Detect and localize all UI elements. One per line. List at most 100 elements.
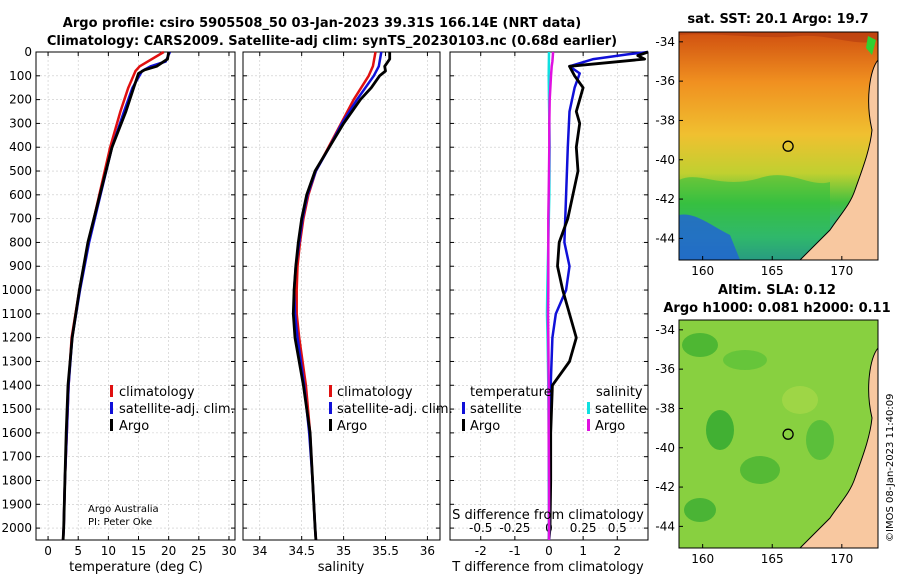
- y-tick-label: 1000: [1, 283, 32, 297]
- map-x-tick-label: 165: [761, 264, 784, 278]
- x-tick-label: -2: [475, 544, 487, 558]
- y-tick-label: 2000: [1, 521, 32, 535]
- map-y-tick-label: -40: [655, 441, 675, 455]
- sla-anomaly-3: [706, 410, 734, 450]
- sla-anomaly-7: [806, 420, 834, 460]
- sla-land-coast: [798, 320, 879, 549]
- sst-warm-patch: [679, 32, 878, 43]
- legend-swatch-satellite: [110, 402, 113, 414]
- sla-map-ticks: 160 165 170 -34 -36 -38 -40 -42 -44: [655, 323, 853, 566]
- x-tick-label: 1: [579, 544, 587, 558]
- map-x-tick-label: 170: [830, 552, 853, 566]
- map-y-tick-label: -44: [655, 231, 675, 245]
- y-tick-label: 0: [24, 45, 32, 59]
- y-tick-label: 1300: [1, 354, 32, 368]
- legend-swatch-t-argo: [462, 419, 465, 431]
- map-y-tick-label: -40: [655, 153, 675, 167]
- x-tick-label: 25: [191, 544, 206, 558]
- legend-swatch-satellite: [329, 402, 332, 414]
- difference-xlabel: T difference from climatology: [451, 560, 644, 575]
- y-tick-label: 1600: [1, 426, 32, 440]
- legend-swatch-s-argo: [587, 419, 590, 431]
- y-tick-label: 500: [9, 164, 32, 178]
- salinity-xlabel: salinity: [318, 560, 365, 575]
- sst-land-coast: [798, 32, 879, 261]
- series-line-climatology: [295, 51, 377, 541]
- series-line-argo: [291, 52, 392, 541]
- legend-climatology: climatology: [119, 385, 195, 400]
- series-line-satellite-adj-clim-: [292, 51, 383, 541]
- figure-title-line2: Climatology: CARS2009. Satellite-adj cli…: [47, 34, 617, 49]
- legend-argo: Argo: [337, 419, 367, 434]
- series-line-s-argo: [546, 51, 555, 540]
- difference-legend: temperature satellite Argo salinity sate…: [462, 385, 647, 434]
- y-tick-label: 1900: [1, 497, 32, 511]
- map-x-tick-label: 170: [830, 264, 853, 278]
- x-tick-label: 0: [545, 544, 553, 558]
- x-tick-label: 10: [101, 544, 116, 558]
- sla-map-title-line2: Argo h1000: 0.081 h2000: 0.11: [663, 301, 890, 316]
- credit-line2: PI: Peter Oke: [88, 517, 152, 528]
- x-tick-label: 2: [613, 544, 621, 558]
- temperature-panel: 0 5 10 15 20 25 300100200300400500600700800900…: [1, 45, 236, 558]
- temperature-legend: climatology satellite-adj. clim. Argo: [110, 385, 235, 434]
- map-y-tick-label: -42: [655, 480, 675, 494]
- legend-swatch-climatology: [110, 385, 113, 397]
- x-tick-label: 20: [161, 544, 176, 558]
- credit-line1: Argo Australia: [88, 504, 159, 515]
- map-x-tick-label: 160: [691, 552, 714, 566]
- map-y-tick-label: -44: [655, 519, 675, 533]
- legend-swatch-argo: [110, 419, 113, 431]
- legend-t-satellite: satellite: [470, 402, 522, 417]
- map-y-tick-label: -34: [655, 35, 675, 49]
- map-y-tick-label: -36: [655, 362, 675, 376]
- top-tick-label: -0.5: [469, 521, 492, 535]
- y-tick-label: 400: [9, 140, 32, 154]
- y-tick-label: 300: [9, 116, 32, 130]
- figure-title-line1: Argo profile: csiro 5905508_50 03-Jan-20…: [63, 16, 581, 31]
- sst-map-title: sat. SST: 20.1 Argo: 19.7: [687, 12, 868, 27]
- legend-climatology: climatology: [337, 385, 413, 400]
- legend-swatch-argo: [329, 419, 332, 431]
- y-tick-label: 900: [9, 259, 32, 273]
- sla-anomaly-4: [740, 456, 780, 484]
- y-tick-label: 1400: [1, 378, 32, 392]
- sst-green-patch: [866, 36, 876, 55]
- x-tick-label: 34.5: [288, 544, 315, 558]
- map-y-tick-label: -42: [655, 192, 675, 206]
- series-line-t-argo: [547, 50, 649, 541]
- map-x-tick-label: 165: [761, 552, 784, 566]
- sla-anomaly-5: [684, 498, 716, 522]
- map-x-tick-label: 160: [691, 264, 714, 278]
- sst-cold-patch: [679, 214, 740, 260]
- sla-argo-marker: [782, 428, 794, 440]
- sla-anomaly-2: [723, 350, 767, 370]
- top-tick-label: 0.25: [570, 521, 597, 535]
- x-tick-label: 36: [420, 544, 435, 558]
- legend-satellite-adj: satellite-adj. clim.: [337, 402, 453, 417]
- legend-temperature-heading: temperature: [470, 385, 552, 400]
- map-y-tick-label: -36: [655, 74, 675, 88]
- legend-swatch-t-satellite: [462, 402, 465, 414]
- sst-argo-marker: [782, 140, 794, 152]
- legend-s-argo: Argo: [595, 419, 625, 434]
- salinity-legend: climatology satellite-adj. clim. Argo: [329, 385, 453, 434]
- y-tick-label: 700: [9, 212, 32, 226]
- y-tick-label: 100: [9, 69, 32, 83]
- top-tick-label: 0.5: [608, 521, 627, 535]
- map-y-tick-label: -34: [655, 323, 675, 337]
- y-tick-label: 800: [9, 235, 32, 249]
- salinity-panel: 34 34.5 35 35.5 36: [242, 51, 441, 558]
- sst-map-frame: [678, 31, 879, 261]
- x-tick-label: 35.5: [372, 544, 399, 558]
- legend-argo: Argo: [119, 419, 149, 434]
- temperature-xlabel: temperature (deg C): [69, 560, 203, 575]
- y-tick-label: 1200: [1, 331, 32, 345]
- sst-map: [678, 31, 879, 261]
- y-tick-label: 1700: [1, 450, 32, 464]
- x-tick-label: 34: [252, 544, 267, 558]
- map-y-tick-label: -38: [655, 113, 675, 127]
- sla-map: [678, 319, 879, 549]
- legend-salinity-heading: salinity: [596, 385, 643, 400]
